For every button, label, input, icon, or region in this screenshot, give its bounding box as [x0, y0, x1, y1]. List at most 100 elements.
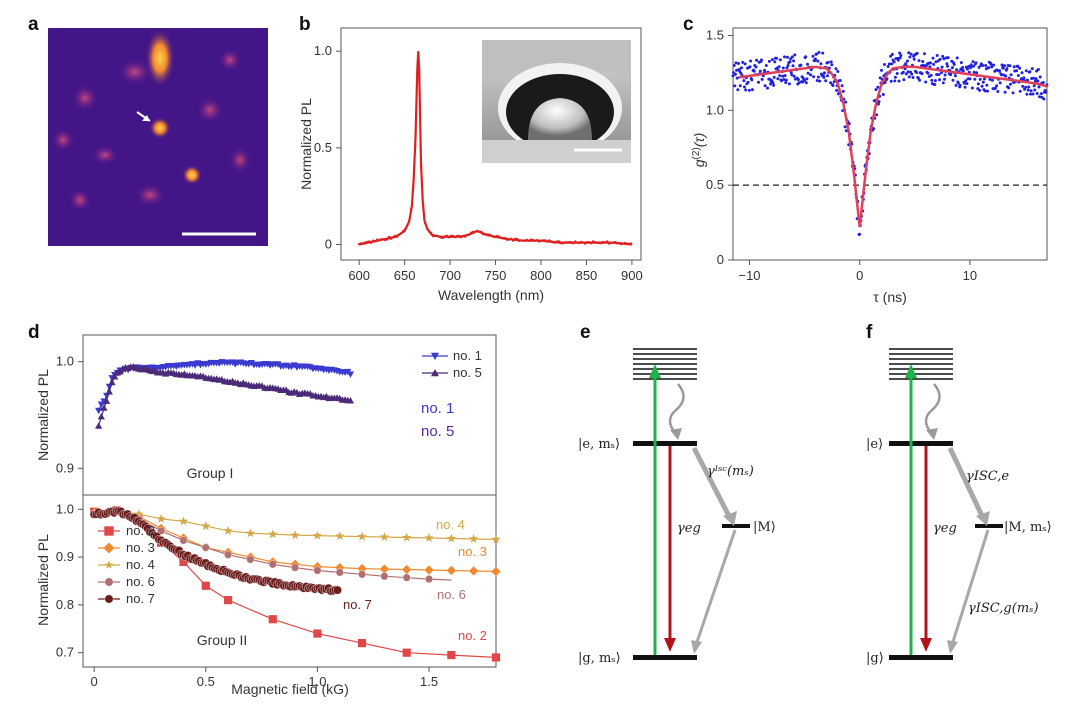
pl-spectrum-point [600, 242, 603, 245]
g2-data-point [961, 69, 965, 73]
excited-level-e [633, 441, 697, 446]
pl-spectrum-point [476, 229, 479, 233]
plot-b-xtick-label: 850 [576, 268, 598, 283]
g2-data-point [791, 64, 795, 68]
pl-spectrum-point [624, 241, 627, 245]
pl-spectrum-point [622, 242, 625, 245]
pl-spectrum-point [508, 238, 511, 241]
plot-c-ytick-label: 1.0 [706, 102, 724, 117]
g2-data-point [818, 79, 822, 83]
pl-spectrum-point [468, 233, 471, 236]
g2-data-point [804, 55, 808, 59]
decay-arrow-e [694, 529, 737, 646]
pl-spectrum-point [378, 239, 381, 242]
g2-data-point [1012, 65, 1016, 69]
g2-data-point [781, 66, 785, 70]
group2-point-no6 [291, 563, 300, 572]
pl-spectrum-point [412, 185, 415, 188]
group1-point-no5 [100, 404, 108, 411]
panel-d-label: d [28, 322, 40, 343]
g2-data-point [819, 62, 823, 66]
g2-data-point [1038, 75, 1042, 79]
g2-data-point [1009, 73, 1013, 77]
g2-data-point [816, 75, 820, 79]
plot-b-ticks: 600 650 700 750 800 850 900 0 0.5 1.0 [314, 43, 643, 283]
g2-data-point [772, 75, 776, 79]
legend-marker [431, 369, 439, 377]
g2-data-point [787, 82, 791, 86]
pl-spectrum-point [386, 238, 389, 241]
plot-d-top-ytick-label: 0.9 [56, 460, 74, 475]
legend-marker [104, 594, 114, 604]
g2-data-point [943, 73, 947, 77]
g2-data-point [1035, 92, 1039, 95]
g2-data-point [760, 58, 763, 62]
plot-d-ticks: 0 0.5 1.0 1.5 0.9 1.0 0.7 0.8 0.9 1.0 [56, 354, 438, 689]
pl-spectrum-point [446, 234, 449, 237]
excited-state-label-f: |e⟩ [866, 437, 883, 452]
g2-data-point [1029, 92, 1032, 96]
relaxation-arrow-f [924, 383, 941, 435]
isc-e-rate-label-f: γISC,e [966, 469, 1009, 484]
g2-data-point [897, 79, 901, 83]
pl-spectrum-point [620, 243, 623, 246]
pl-spectrum-point [434, 234, 437, 238]
group2-series-label: no. 2 [458, 628, 487, 643]
meta-state-label-f: |M, mₛ⟩ [1004, 520, 1052, 535]
plot-d-xtick-label: 0.5 [197, 674, 215, 689]
group1-point-no5 [346, 397, 355, 404]
pl-spectrum-point [422, 203, 425, 207]
pl-spectrum-point [494, 235, 497, 239]
g2-data-point [754, 65, 758, 69]
g2-data-point [883, 63, 886, 66]
g2-data-point [826, 74, 829, 78]
group2-point-no4 [312, 530, 323, 540]
pl-spectrum-point [570, 241, 573, 244]
pl-spectrum-point [410, 207, 413, 211]
g2-data-point [988, 77, 992, 81]
g2-data-point [977, 65, 981, 69]
g2-data-point [981, 64, 985, 67]
g2-data-point [748, 65, 752, 69]
group2-point-no4 [402, 532, 412, 542]
g2-data-point [760, 77, 764, 81]
g2-data-point [937, 73, 941, 76]
g2-data-point [1038, 95, 1042, 99]
pl-spectrum-point [444, 235, 447, 238]
g2-data-point [777, 65, 781, 69]
excited-state-label-e: |e, mₛ⟩ [578, 437, 620, 452]
g2-data-point [806, 62, 809, 66]
g2-data-point [750, 88, 754, 92]
pl-spectrum-point [564, 241, 567, 244]
g2-data-point [773, 60, 777, 64]
pl-spectrum-point [368, 240, 371, 243]
g2-data-point [830, 63, 834, 67]
g2-data-point [1029, 89, 1033, 93]
decay-arrow-f [950, 529, 990, 646]
g2-data-point [920, 72, 924, 76]
legend-label: no. 6 [126, 574, 155, 589]
group2-point-no4 [469, 534, 479, 543]
pl-spectrum-point [606, 240, 609, 243]
pl-spectrum-point [556, 240, 559, 243]
pl-spectrum-point [538, 240, 541, 243]
plot-d-bottom-ylabel: Normalized PL [35, 534, 51, 626]
g2-data-point [788, 60, 792, 64]
g2-data-point [749, 59, 753, 63]
plot-d-bottom-ytick-label: 0.9 [56, 549, 74, 564]
plot-b-frame [340, 27, 642, 261]
g2-data-point [965, 82, 969, 86]
g2-data-point [752, 69, 756, 73]
g2-data-point [1041, 81, 1045, 84]
panel-a-label: a [28, 14, 39, 35]
legend-marker [431, 352, 439, 360]
group1-point-no5 [105, 388, 113, 395]
plot-c-ytick-label: 0 [717, 252, 724, 267]
g2-data-point [747, 88, 751, 92]
g2-data-point [1016, 74, 1020, 77]
g2-data-point [887, 62, 891, 66]
g2-data-point [811, 54, 815, 58]
pl-spectrum-point [488, 233, 491, 236]
g2-data-point [822, 75, 826, 79]
pl-spectrum-point [546, 240, 549, 243]
